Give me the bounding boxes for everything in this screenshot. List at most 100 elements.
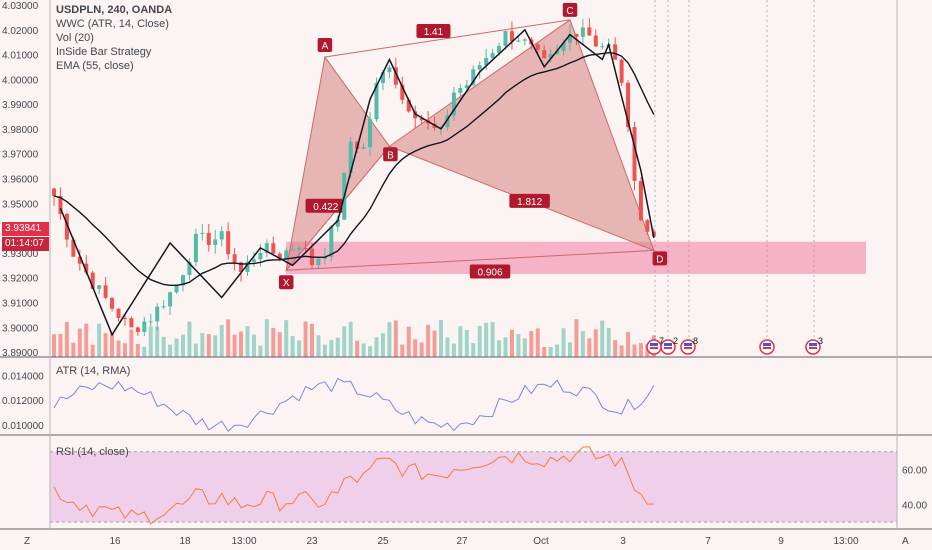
atr-tick-label: 0.012000: [2, 396, 44, 407]
indicator-wwc[interactable]: WWC (ATR, 14, Close): [56, 18, 169, 30]
candle-body: [535, 44, 540, 51]
countdown-tag: 01:14:07: [2, 237, 49, 251]
time-axis: 16 18 13:00 23 25 27 Oct 3 7 9 13:00 Z A: [24, 536, 909, 547]
ema-line: [53, 51, 655, 286]
volume-bar: [290, 336, 295, 357]
volume-bar: [368, 346, 373, 357]
price-tick-label: 3.96000: [2, 175, 39, 186]
rsi-line: [53, 446, 654, 525]
candle-body: [522, 39, 527, 41]
candle-body: [174, 285, 179, 293]
volume-bar: [148, 326, 153, 357]
event-flag-stripe: [664, 347, 672, 349]
candle-body: [277, 253, 282, 260]
volume-bar: [355, 340, 360, 357]
candle-body: [122, 318, 127, 320]
point-label-b-text: B: [387, 150, 394, 161]
candle-body: [58, 195, 63, 214]
candle-body: [239, 262, 244, 272]
volume-bar: [568, 342, 572, 357]
candle-body: [600, 46, 605, 48]
pattern-xd-line: [286, 249, 654, 271]
event-count: 3: [818, 336, 823, 346]
candle-body: [258, 252, 263, 260]
volume-bar: [471, 343, 476, 357]
price-tick-label: 3.95000: [2, 199, 39, 210]
rsi-pane-label[interactable]: RSI (14, close): [56, 446, 129, 458]
ratio-label: 1.41: [416, 23, 451, 38]
price-tick-label: 4.03000: [2, 1, 39, 12]
candle-body: [380, 72, 385, 83]
rsi-tick-label: 40.00: [902, 500, 927, 511]
volume-bar: [619, 345, 624, 357]
volume-bar: [419, 342, 424, 357]
candle-body: [593, 35, 598, 47]
volume-bar: [426, 324, 431, 357]
event-flag-icon: 2: [660, 336, 678, 355]
volume-bar: [606, 327, 611, 357]
volume-bar: [155, 326, 160, 357]
atr-pane-label[interactable]: ATR (14, RMA): [56, 365, 131, 377]
volume-bar: [542, 346, 547, 357]
volume-bar: [168, 344, 173, 357]
indicator-insidebar[interactable]: InSide Bar Strategy: [56, 46, 152, 58]
volume-bar: [522, 338, 527, 357]
volume-bar: [297, 340, 302, 357]
candle-body: [219, 231, 224, 240]
candle-body: [148, 321, 153, 323]
volume-bar: [555, 344, 560, 357]
price-tick-label: 3.92000: [2, 274, 39, 285]
volume-bar: [406, 326, 411, 357]
candle-body: [626, 82, 631, 128]
candle-body: [497, 46, 502, 54]
ratio-label-text: 0.422: [313, 202, 338, 213]
ratio-label-bg: [509, 193, 550, 208]
candle-body: [116, 308, 121, 319]
candle-body: [84, 263, 89, 273]
point-label-a-text: A: [322, 41, 329, 52]
candle-body: [161, 306, 166, 308]
volume-bar: [135, 343, 140, 357]
price-tick-label: 3.97000: [2, 150, 39, 161]
time-tick-label: 13:00: [231, 536, 256, 547]
volume-bar: [71, 342, 76, 357]
candle-body: [458, 88, 463, 93]
candle-body: [471, 69, 476, 86]
candle-body: [77, 256, 82, 264]
volume-bar: [509, 329, 514, 357]
candle-body: [393, 67, 398, 85]
corner-label-left: Z: [24, 536, 30, 547]
indicator-vol[interactable]: Vol (20): [56, 32, 94, 44]
volume-bar: [122, 343, 127, 357]
ratio-label: 0.906: [469, 264, 511, 279]
prz-zone: [286, 241, 866, 274]
volume-bar: [451, 343, 456, 357]
atr-pane: 0.014000 0.012000 0.010000: [2, 371, 655, 432]
ratio-label-bg: [416, 23, 451, 38]
point-label-a-bg: [317, 38, 333, 53]
point-label-b: B: [383, 147, 398, 162]
candle-body: [284, 250, 289, 260]
volume-bar: [239, 331, 244, 357]
volume-bar: [142, 346, 147, 357]
volume-bar: [484, 322, 489, 357]
candle-body: [245, 261, 250, 272]
time-tick-label: Oct: [533, 536, 549, 547]
volume-bar: [348, 321, 353, 357]
indicator-ema[interactable]: EMA (55, close): [56, 60, 134, 72]
volume-bar: [161, 336, 166, 357]
volume-bar: [380, 333, 385, 357]
volume-bar: [439, 320, 443, 357]
candle-body: [503, 31, 508, 47]
symbol-title[interactable]: USDPLN, 240, OANDA: [56, 4, 173, 16]
candle-body: [129, 318, 134, 328]
candle-body: [168, 292, 173, 307]
volume-bar: [200, 333, 205, 357]
volume-bar: [632, 344, 637, 357]
candle-body: [574, 33, 579, 37]
candle-body: [181, 275, 185, 286]
volume-bar: [535, 328, 540, 357]
rsi-tick-label: 60.00: [902, 465, 927, 476]
volume-bar: [90, 344, 95, 357]
